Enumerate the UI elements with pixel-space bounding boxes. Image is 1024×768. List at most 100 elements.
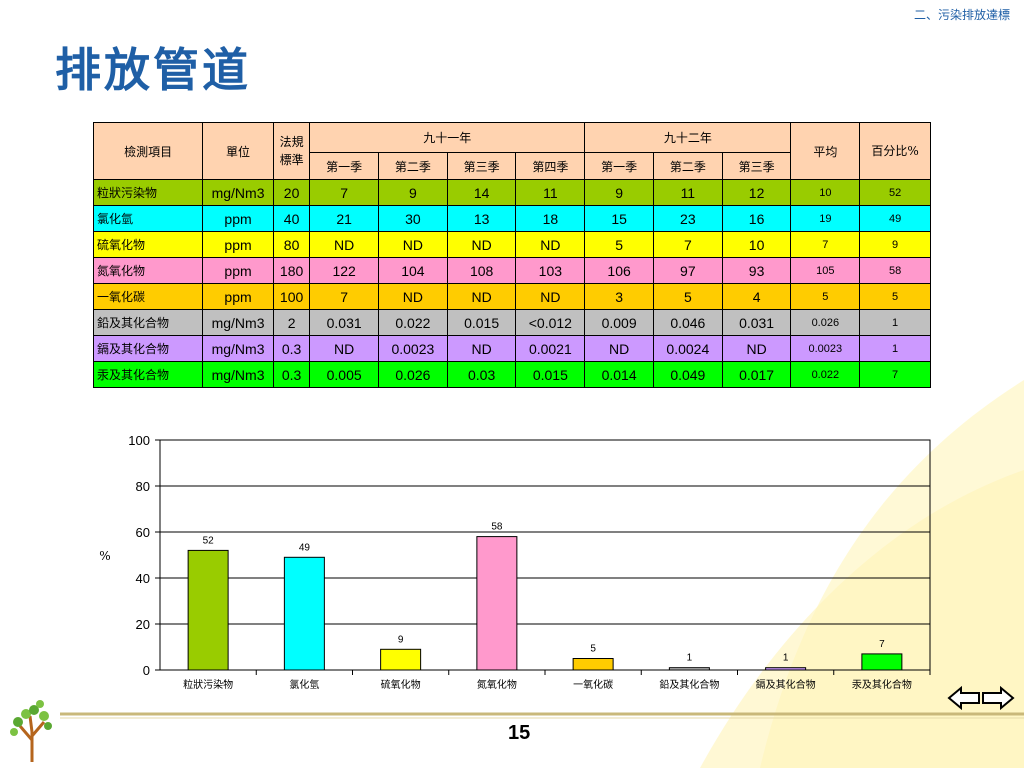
y-tick-label: 60 [136,525,150,540]
header-average: 平均 [790,122,861,180]
table-row: 鎘及其化合物 mg/Nm3 0.3 ND 0.0023 ND 0.0021 ND 0.0024 N… [92,335,931,362]
cell-unit: ppm [202,283,274,310]
header-percent-text: 百分比% [871,144,919,158]
bar [572,658,614,671]
cell-quarter-value: 0.031 [309,309,380,336]
cell-unit: mg/Nm3 [202,335,274,362]
cell-average: 0.0023 [790,335,861,362]
cell-quarter-value: 0.0023 [378,335,448,362]
category-label: 氯化氫 [289,678,319,691]
header-quarter: 第二季 [652,152,723,180]
cell-unit: mg/Nm3 [202,309,274,336]
bar [668,667,710,671]
header-percent: 百分比% [859,122,931,180]
bar-value-label: 5 [590,644,596,655]
cell-standard: 40 [272,205,311,232]
cell-percent: 5 [859,283,931,310]
y-tick-label: 80 [136,479,150,494]
category-label: 氮氧化物 [477,678,517,691]
category-label: 鎘及其化合物 [756,678,816,691]
cell-percent: 7 [859,361,931,388]
category-label: 粒狀污染物 [183,678,233,691]
cell-quarter-value: 106 [584,257,654,284]
table-row: 硫氧化物 ppm 80 ND ND ND ND 5 7 10 7 9 [92,231,931,258]
cell-quarter-value: ND [378,283,448,310]
cell-quarter-value: 0.046 [652,309,723,336]
cell-quarter-value: 97 [652,257,723,284]
cell-quarter-value: 18 [515,205,586,232]
cell-average: 19 [790,205,861,232]
cell-quarter-value: 11 [515,179,586,206]
cell-quarter-value: 23 [652,205,723,232]
cell-percent: 1 [859,335,931,362]
cell-standard: 0.3 [272,335,311,362]
category-label: 硫氧化物 [381,678,421,691]
cell-quarter-value: 0.009 [584,309,654,336]
cell-quarter-value: 0.005 [309,361,380,388]
y-axis-label: % [99,549,110,563]
cell-item: 硫氧化物 [92,231,204,258]
cell-average: 0.022 [790,361,861,388]
cell-item: 汞及其化合物 [92,361,204,388]
cell-quarter-value: ND [584,335,654,362]
cell-quarter-value: 104 [378,257,448,284]
cell-quarter-value: 16 [721,205,792,232]
y-tick-label: 40 [136,571,150,586]
cell-item: 鉛及其化合物 [92,309,204,336]
table-row: 粒狀污染物 mg/Nm3 20 7 9 14 11 9 11 12 10 52 [92,179,931,206]
bar [476,536,518,671]
cell-item: 粒狀污染物 [92,179,204,206]
cell-quarter-value: 0.031 [721,309,792,336]
table-row: 氯化氫 ppm 40 21 30 13 18 15 23 16 19 49 [92,205,931,232]
header-year-92: 九十二年 [584,122,792,153]
cell-standard: 20 [272,179,311,206]
cell-item: 鎘及其化合物 [92,335,204,362]
cell-percent: 9 [859,231,931,258]
header-standard-text: 法規標準 [279,135,304,167]
cell-quarter-value: 0.014 [584,361,654,388]
header-quarter: 第四季 [515,152,586,180]
cell-standard: 100 [272,283,311,310]
cell-quarter-value: 11 [652,179,723,206]
bar-value-label: 58 [491,522,503,533]
cell-item: 一氧化碳 [92,283,204,310]
percent-bar-chart: 0 20 40 60 80 100% 52 粒狀污染物 49 氯化氫 9 硫氧化物 58 氮氧化物 5 一氧化… [99,433,931,691]
bar [765,667,807,671]
cell-unit: ppm [202,231,274,258]
cell-quarter-value: 9 [378,179,448,206]
next-arrow-icon[interactable] [982,686,1015,710]
cell-quarter-value: 12 [721,179,792,206]
header-quarter: 第一季 [309,152,380,180]
table-row: 氮氧化物 ppm 180 122 104 108 103 106 97 93 105 58 [92,257,931,284]
emission-table: 檢測項目 單位 法規標準 九十一年 九十二年 平均 百分比% 第一季 第二季 第… [92,122,931,388]
cell-quarter-value: 0.022 [378,309,448,336]
cell-quarter-value: 0.017 [721,361,792,388]
category-label: 汞及其化合物 [852,678,912,691]
prev-arrow-icon[interactable] [947,686,980,710]
y-tick-label: 100 [128,433,150,448]
table-row: 汞及其化合物 mg/Nm3 0.3 0.005 0.026 0.03 0.015 0.014 0… [92,361,931,388]
bar [283,556,325,671]
bar-value-label: 52 [203,535,215,546]
cell-quarter-value: 0.015 [515,361,586,388]
cell-quarter-value: 14 [446,179,517,206]
y-tick-label: 20 [136,617,150,632]
cell-percent: 49 [859,205,931,232]
cell-quarter-value: <0.012 [515,309,586,336]
cell-quarter-value: ND [721,335,792,362]
cell-quarter-value: 4 [721,283,792,310]
cell-quarter-value: ND [378,231,448,258]
cell-unit: mg/Nm3 [202,179,274,206]
slide-title: 排放管道 [55,43,251,97]
cell-unit: mg/Nm3 [202,361,274,388]
cell-quarter-value: 7 [309,283,380,310]
cell-quarter-value: ND [309,335,380,362]
cell-quarter-value: ND [446,231,517,258]
cell-average: 0.026 [790,309,861,336]
header-unit: 單位 [202,122,274,180]
plot-area [159,439,931,671]
cell-average: 5 [790,283,861,310]
cell-item: 氯化氫 [92,205,204,232]
cell-unit: ppm [202,205,274,232]
cell-quarter-value: 0.026 [378,361,448,388]
